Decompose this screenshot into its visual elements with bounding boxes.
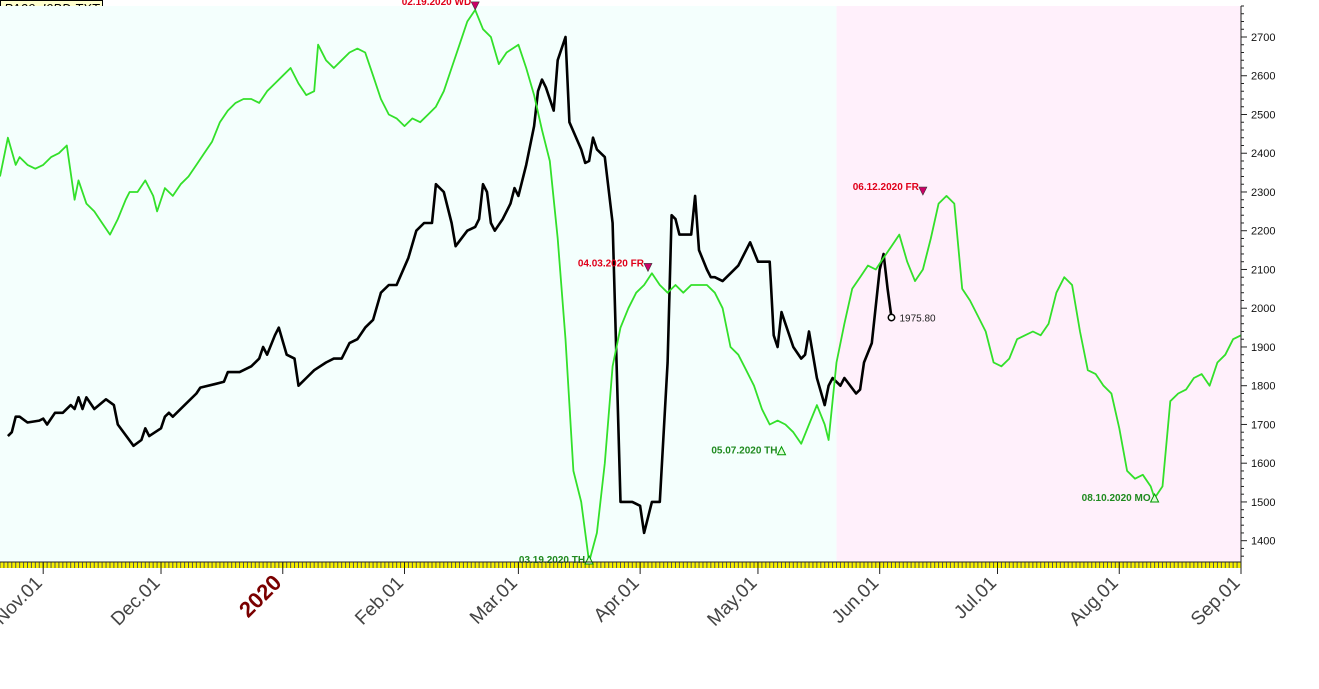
last-value-label: 1975.80 — [899, 314, 936, 325]
high-marker-icon — [470, 1, 480, 11]
y-tick-label: 1500 — [1251, 497, 1275, 509]
y-tick-label: 1900 — [1251, 342, 1275, 354]
x-month-label: Jul.01 — [950, 573, 1001, 624]
x-month-label: Sep.01 — [1187, 573, 1244, 630]
annotations: 1975.80 02.19.2020 WD 04.03.2020 FR 06.12.2… — [402, 0, 1160, 566]
y-tick-label: 2600 — [1251, 71, 1275, 83]
price-series-line — [6, 35, 893, 535]
y-tick-label: 2000 — [1251, 303, 1275, 315]
y-axis: 1400 1500 1600 1700 1800 1900 2000 2100 2200 2300… — [1240, 5, 1275, 562]
high-marker-icon — [643, 263, 653, 273]
y-tick-label: 2400 — [1251, 148, 1275, 160]
y-tick-label: 2100 — [1251, 264, 1275, 276]
x-month-label: Apr.01 — [590, 573, 644, 627]
y-tick-label: 2500 — [1251, 109, 1275, 121]
y-tick-label: 2200 — [1251, 226, 1275, 238]
high-marker-icon — [918, 186, 928, 196]
low-date-label: 08.10.2020 MO — [1082, 493, 1151, 504]
x-month-label: Mar.01 — [466, 573, 522, 629]
low-date-label: 03.19.2020 TH — [519, 555, 585, 566]
low-date-label: 05.07.2020 TH — [711, 446, 777, 457]
y-tick-label: 1600 — [1251, 458, 1275, 470]
series-lines — [0, 8, 1242, 563]
projection-series-line — [0, 8, 1242, 563]
x-month-label: Feb.01 — [351, 573, 408, 630]
last-value-marker — [887, 313, 896, 322]
high-date-label: 04.03.2020 FR — [578, 258, 645, 269]
y-tick-label: 1700 — [1251, 419, 1275, 431]
y-tick-label: 1400 — [1251, 536, 1275, 548]
y-tick-label: 2300 — [1251, 187, 1275, 199]
x-month-label: Nov.01 — [0, 573, 47, 629]
history-region — [0, 6, 837, 562]
y-tick-label: 2700 — [1251, 32, 1275, 44]
y-tick-label: 1800 — [1251, 381, 1275, 393]
x-axis: Nov.01 Dec.01 2020 Feb.01 Mar.01 Apr.01 May.01… — [0, 561, 1245, 631]
projection-region — [836, 6, 1241, 562]
high-date-label: 02.19.2020 WD — [402, 0, 472, 8]
x-month-label: Aug.01 — [1065, 573, 1122, 630]
x-month-label: May.01 — [704, 573, 762, 631]
x-year-label: 2020 — [234, 570, 286, 622]
x-month-label: Jun.01 — [828, 573, 883, 628]
low-marker-icon — [776, 445, 787, 456]
chart-background — [0, 6, 1241, 562]
x-axis-ticks — [0, 562, 1242, 568]
high-date-label: 06.12.2020 FR — [853, 182, 920, 193]
x-month-label: Dec.01 — [107, 573, 164, 630]
low-marker-icon — [1149, 492, 1160, 503]
